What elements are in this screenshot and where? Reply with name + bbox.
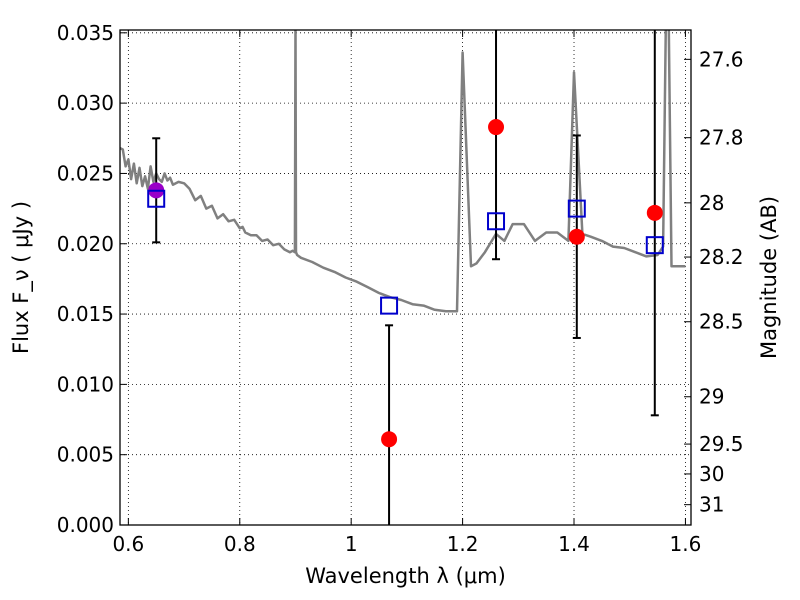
observed-point bbox=[568, 228, 585, 245]
right-tick-label: 28 bbox=[699, 191, 724, 215]
y-tick-label: 0.010 bbox=[57, 372, 114, 396]
model-box bbox=[645, 236, 664, 255]
x-tick-label: 1.4 bbox=[558, 532, 590, 556]
right-axis-label: Magnitude (AB) bbox=[757, 196, 781, 359]
plot-area bbox=[120, 30, 686, 525]
y-tick-label: 0.015 bbox=[57, 302, 114, 326]
y-tick-label: 0.020 bbox=[57, 232, 114, 256]
right-tick-label: 31 bbox=[699, 493, 724, 517]
x-tick-label: 0.8 bbox=[224, 532, 256, 556]
right-tick-label: 30 bbox=[699, 462, 724, 486]
observed-point bbox=[646, 204, 663, 221]
x-tick-label: 1.2 bbox=[447, 532, 479, 556]
model-box bbox=[147, 189, 166, 208]
observed-point bbox=[381, 431, 398, 448]
right-tick-label: 27.6 bbox=[699, 47, 744, 71]
y-axis-label: Flux F_ν ( μJy ) bbox=[9, 201, 34, 354]
grid bbox=[120, 30, 691, 526]
y-tick-label: 0.035 bbox=[57, 21, 114, 45]
tick-labels: 0.6 0.8 1 1.2 1.4 1.6 0.000 0.005 0.010 0.015 0.02… bbox=[57, 21, 744, 556]
right-tick-label: 27.8 bbox=[699, 126, 744, 150]
plot-frame bbox=[119, 29, 692, 526]
model-box bbox=[567, 199, 586, 218]
right-tick-label: 29 bbox=[699, 385, 724, 409]
right-tick-label: 28.5 bbox=[699, 310, 744, 334]
right-tick-label: 29.5 bbox=[699, 432, 744, 456]
x-tick-label: 1.6 bbox=[670, 532, 702, 556]
tick-marks bbox=[120, 30, 691, 526]
x-tick-label: 0.6 bbox=[112, 532, 144, 556]
observed-point bbox=[488, 119, 505, 136]
model-box bbox=[487, 212, 506, 231]
y-tick-label: 0.030 bbox=[57, 91, 114, 115]
right-tick-label: 28.2 bbox=[699, 245, 744, 269]
y-tick-label: 0.025 bbox=[57, 161, 114, 185]
sed-model-line bbox=[120, 30, 686, 313]
y-tick-label: 0.000 bbox=[57, 513, 114, 537]
x-tick-label: 1 bbox=[345, 532, 358, 556]
x-axis-label: Wavelength λ (μm) bbox=[305, 564, 506, 588]
model-box bbox=[380, 296, 399, 315]
y-tick-label: 0.005 bbox=[57, 443, 114, 467]
